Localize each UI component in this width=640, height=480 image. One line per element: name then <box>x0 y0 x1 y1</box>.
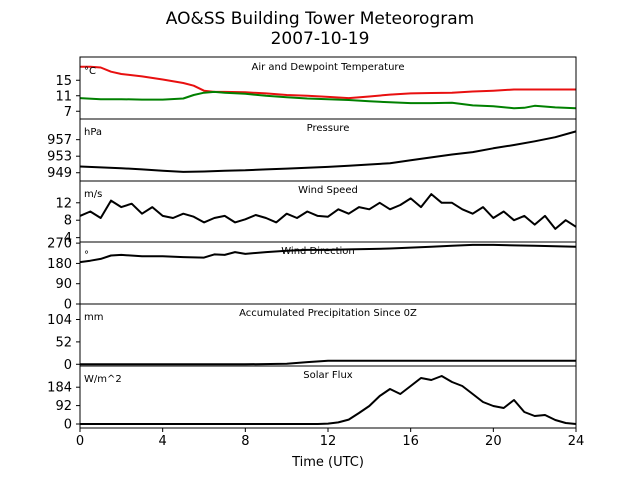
series-line-wind-direction-0 <box>79 243 577 264</box>
panel-precipitation: 0 52 104 mm Accumulated Precipitation Since … <box>47 303 577 373</box>
x-tick-label: 16 <box>402 434 419 449</box>
panel-title: Wind Direction <box>281 246 355 257</box>
y-tick-label: 15 <box>55 74 72 89</box>
y-tick-label: 953 <box>47 150 72 165</box>
y-tick-label: 0 <box>64 418 72 433</box>
x-tick-label: 12 <box>320 434 337 449</box>
y-tick-label: 4 <box>64 231 72 246</box>
y-tick-label: 90 <box>55 277 72 292</box>
series-line-pressure-0 <box>79 130 577 173</box>
panel-unit-label: mm <box>84 312 103 323</box>
panel-solar-flux: 0 92 184 W/m^2 Solar Flux <box>47 365 577 433</box>
figure-title: AO&SS Building Tower Meteorogram <box>166 9 474 29</box>
y-tick-label: 92 <box>55 399 72 414</box>
x-axis: 0 4 8 12 16 20 24 <box>76 428 584 449</box>
y-tick-label: 180 <box>47 257 72 272</box>
y-tick-label: 8 <box>64 214 72 229</box>
panel-wind-speed: 4 8 12 m/s Wind Speed <box>55 180 577 246</box>
panel-wind-direction: 0 90 180 270 ° Wind Direction <box>47 237 577 313</box>
x-tick-label: 4 <box>159 434 167 449</box>
panel-title: Solar Flux <box>303 370 353 381</box>
panel-unit-label: m/s <box>84 189 102 200</box>
y-tick-label: 11 <box>55 89 72 104</box>
series-line-temperature-1 <box>79 90 577 110</box>
y-tick-label: 957 <box>47 133 72 148</box>
y-tick-label: 184 <box>47 381 72 396</box>
y-tick-label: 7 <box>64 105 72 120</box>
panel-title: Wind Speed <box>298 185 358 196</box>
panel-unit-label: ° <box>84 250 89 261</box>
y-tick-label: 52 <box>55 335 72 350</box>
x-tick-label: 8 <box>241 434 249 449</box>
panel-title: Air and Dewpoint Temperature <box>252 62 405 73</box>
series-line-solar-flux-0 <box>80 375 577 425</box>
y-tick-label: 949 <box>47 166 72 181</box>
x-tick-label: 24 <box>568 434 585 449</box>
panel-title: Pressure <box>307 123 350 134</box>
series-line-temperature-0 <box>80 65 576 100</box>
y-tick-label: 270 <box>47 237 72 252</box>
x-tick-label: 20 <box>485 434 502 449</box>
x-tick-label: 0 <box>76 434 84 449</box>
panel-unit-label: °C <box>84 66 96 77</box>
y-tick-label: 0 <box>64 298 72 313</box>
series-line-wind-speed-0 <box>79 193 577 230</box>
y-tick-label: 12 <box>55 196 72 211</box>
panel-unit-label: hPa <box>84 127 102 138</box>
y-tick-label: 104 <box>47 313 72 328</box>
y-tick-label: 0 <box>64 358 72 373</box>
series-line-precipitation-0 <box>80 359 576 366</box>
panel-unit-label: W/m^2 <box>84 374 122 385</box>
panel-title: Accumulated Precipitation Since 0Z <box>239 308 417 319</box>
x-axis-label: Time (UTC) <box>291 455 364 470</box>
figure-subtitle: 2007-10-19 <box>271 29 370 49</box>
